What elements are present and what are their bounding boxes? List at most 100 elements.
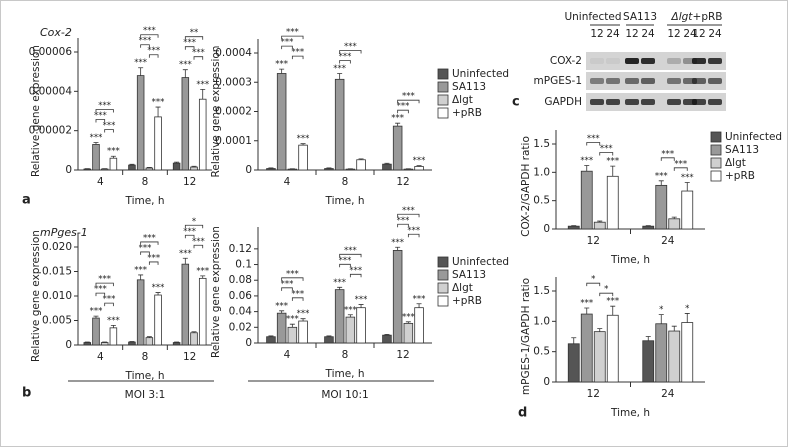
comparison-label: *** bbox=[339, 52, 352, 62]
x-tick-label: 12 bbox=[396, 176, 409, 188]
bar bbox=[642, 225, 655, 230]
comparison-label: *** bbox=[344, 246, 357, 256]
legend-label: Uninfected bbox=[725, 131, 782, 143]
error-bar bbox=[182, 257, 188, 265]
error-bar bbox=[138, 67, 144, 76]
legend-label: Uninfected bbox=[452, 68, 509, 80]
bar bbox=[83, 342, 92, 346]
x-tick-label: 8 bbox=[342, 176, 349, 188]
significance: *** bbox=[275, 301, 288, 311]
error-bar bbox=[645, 336, 651, 341]
x-tick-label: 12 bbox=[183, 176, 196, 188]
x-axis-label: Time, h bbox=[324, 195, 364, 207]
error-bar bbox=[146, 336, 152, 338]
y-tick-label: 0.12 bbox=[229, 243, 252, 255]
significance: *** bbox=[606, 297, 619, 307]
error-bar bbox=[671, 216, 677, 219]
comparison-bracket bbox=[339, 253, 362, 258]
panel-label: d bbox=[518, 406, 527, 421]
comparison-bracket bbox=[407, 233, 420, 238]
error-bar bbox=[289, 323, 295, 328]
error-bar bbox=[279, 310, 285, 314]
bar bbox=[198, 277, 207, 346]
comparison-bracket bbox=[184, 224, 204, 229]
bar bbox=[606, 314, 619, 383]
comparison-label: *** bbox=[587, 134, 600, 144]
comparison-bracket bbox=[104, 129, 114, 133]
comparison-bracket bbox=[140, 34, 159, 38]
bar bbox=[681, 322, 694, 383]
legend-label: SA113 bbox=[725, 144, 759, 156]
legend-label: SA113 bbox=[452, 81, 486, 93]
legend-swatch bbox=[710, 144, 722, 156]
comparison-bracket bbox=[291, 55, 304, 60]
blot-lane: 24 bbox=[606, 28, 620, 40]
blot-band bbox=[692, 58, 706, 64]
significance: *** bbox=[152, 98, 165, 108]
bar bbox=[83, 168, 92, 171]
y-tick-label: 1.0 bbox=[533, 166, 550, 178]
y-axis-label: Relative gene expression bbox=[30, 45, 42, 177]
comparison-label: * bbox=[591, 275, 595, 285]
y-tick-label: 0.010 bbox=[42, 290, 72, 302]
blot-group: Δlgt bbox=[671, 11, 694, 23]
error-bar bbox=[191, 331, 197, 333]
y-tick-label: 0 bbox=[65, 164, 72, 176]
x-tick-label: 12 bbox=[587, 235, 600, 247]
comparison-bracket bbox=[140, 44, 150, 48]
legend-label: SA113 bbox=[452, 269, 486, 281]
error-bar bbox=[326, 167, 332, 169]
legend-label: +pRB bbox=[452, 295, 482, 307]
y-tick-label: 0.0001 bbox=[215, 135, 252, 147]
significance: *** bbox=[179, 249, 192, 259]
x-tick-label: 4 bbox=[97, 351, 104, 363]
significance: *** bbox=[333, 278, 346, 288]
bar bbox=[287, 326, 298, 344]
comparison-label: *** bbox=[344, 42, 357, 52]
panel-label: c bbox=[512, 95, 520, 110]
error-bar bbox=[155, 292, 161, 296]
comparison-bracket bbox=[339, 60, 351, 64]
significance: *** bbox=[655, 171, 668, 181]
bar bbox=[392, 250, 403, 344]
significance: *** bbox=[179, 60, 192, 70]
bar bbox=[580, 170, 593, 230]
significance: *** bbox=[606, 157, 619, 167]
y-axis-label: COX-2/GAPDH ratio bbox=[520, 136, 532, 237]
y-tick-label: 0 bbox=[543, 376, 550, 388]
bar bbox=[136, 75, 145, 171]
x-tick-label: 8 bbox=[142, 176, 149, 188]
error-bar bbox=[110, 325, 116, 328]
comparison-label: *** bbox=[349, 266, 362, 276]
bar bbox=[392, 125, 403, 171]
bar bbox=[92, 144, 100, 171]
legend-label: Δlgt bbox=[452, 282, 473, 294]
x-tick-label: 24 bbox=[661, 235, 675, 247]
legend-swatch bbox=[437, 68, 449, 80]
bar bbox=[190, 332, 198, 346]
y-tick-label: 0.0002 bbox=[215, 106, 252, 118]
comparison-label: *** bbox=[674, 159, 687, 169]
error-bar bbox=[300, 143, 306, 146]
error-bar bbox=[191, 165, 197, 168]
blot-lane: 12 bbox=[625, 28, 638, 40]
bar bbox=[145, 167, 154, 171]
comparison-label: *** bbox=[94, 285, 107, 295]
bar bbox=[154, 116, 162, 171]
comparison-bracket bbox=[599, 152, 614, 156]
comparison-label: *** bbox=[397, 216, 410, 226]
bar bbox=[567, 343, 580, 383]
x-tick-label: 4 bbox=[284, 176, 291, 188]
bar bbox=[580, 313, 593, 383]
y-tick-label: 0.00004 bbox=[29, 85, 73, 97]
blot-band bbox=[625, 58, 639, 64]
error-bar bbox=[610, 305, 616, 316]
significance: *** bbox=[297, 309, 310, 319]
bar bbox=[668, 218, 681, 230]
error-bar bbox=[571, 337, 577, 344]
panel-label: b bbox=[22, 386, 31, 401]
comparison-bracket bbox=[104, 302, 114, 307]
error-bar bbox=[671, 325, 677, 332]
group-label: MOI 10:1 bbox=[321, 389, 368, 401]
